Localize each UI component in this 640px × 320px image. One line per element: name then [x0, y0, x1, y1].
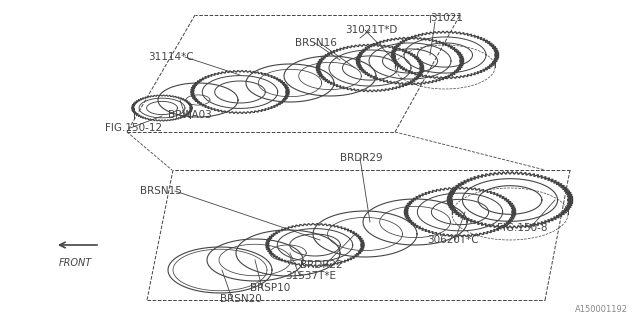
Text: BRSN16: BRSN16 — [295, 38, 337, 48]
Text: 31114*C: 31114*C — [148, 52, 194, 62]
Text: BRDR22: BRDR22 — [300, 260, 342, 270]
Text: FIG.150-8: FIG.150-8 — [497, 223, 547, 233]
Text: BRDR29: BRDR29 — [340, 153, 383, 163]
Text: BRWA03: BRWA03 — [168, 110, 212, 120]
Text: A150001192: A150001192 — [575, 305, 628, 314]
Text: BRSN15: BRSN15 — [140, 186, 182, 196]
Text: FIG.150-12: FIG.150-12 — [105, 123, 162, 133]
Text: BRSP10: BRSP10 — [250, 283, 291, 293]
Text: 30620T*C: 30620T*C — [427, 235, 479, 245]
Text: 31537T*E: 31537T*E — [285, 271, 336, 281]
Text: FRONT: FRONT — [58, 258, 92, 268]
Text: BRSN20: BRSN20 — [220, 294, 262, 304]
Text: 31021: 31021 — [430, 13, 463, 23]
Text: 31021T*D: 31021T*D — [345, 25, 397, 35]
